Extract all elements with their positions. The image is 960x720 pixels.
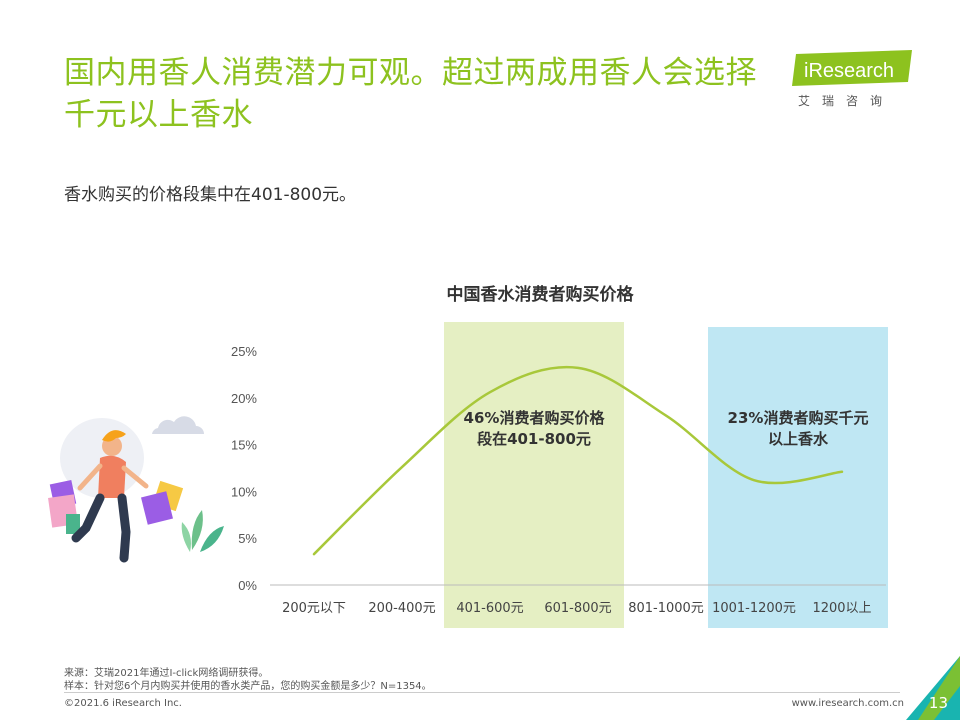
x-tick-label: 1001-1200元 — [712, 601, 796, 616]
x-tick-label: 200-400元 — [368, 601, 435, 616]
chart-series — [312, 365, 844, 556]
page-subtitle: 香水购买的价格段集中在401-800元。 — [64, 185, 357, 205]
logo-subtitle: 艾瑞咨询 — [798, 94, 895, 108]
footer-divider — [64, 692, 900, 693]
copyright-text: ©2021.6 iResearch Inc. — [64, 698, 182, 709]
band-annotation-line: 以上香水 — [767, 430, 828, 448]
chart-axes: 0% 5% 10% 15% 20% 25% 200元以下 200-400元 401-600元 60… — [231, 344, 886, 616]
band-annotation-line: 23%消费者购买千元 — [727, 409, 869, 427]
x-tick-label: 401-600元 — [456, 601, 523, 616]
x-tick-label: 1200以上 — [812, 601, 871, 616]
highlight-band — [444, 322, 624, 628]
chart-title: 中国香水消费者购买价格 — [446, 285, 634, 305]
logo-badge-icon: iResearch — [792, 50, 912, 86]
x-tick-label: 200元以下 — [282, 601, 346, 616]
highlight-band — [708, 327, 888, 628]
website-text: www.iresearch.com.cn — [791, 698, 904, 709]
band-annotation-line: 段在401-800元 — [477, 430, 591, 448]
band-annotation: 46%消费者购买价格 段在401-800元 — [444, 408, 624, 450]
source-note: 来源：艾瑞2021年通过I-click网络调研获得。 — [64, 668, 269, 679]
page-title: 国内用香人消费潜力可观。超过两成用香人会选择千元以上香水 — [64, 55, 757, 133]
band-annotation: 23%消费者购买千元 以上香水 — [708, 408, 888, 450]
corner-decoration — [906, 656, 960, 720]
y-tick-label: 0% — [238, 578, 257, 593]
x-tick-label: 601-800元 — [544, 601, 611, 616]
y-tick-label: 5% — [238, 531, 257, 546]
band-annotation-line: 46%消费者购买价格 — [463, 409, 605, 427]
iresearch-logo: iResearch 艾瑞咨询 — [790, 48, 914, 118]
sample-note: 样本：针对您6个月内购买并使用的香水类产品，您的购买金额是多少？N=1354。 — [64, 681, 432, 692]
x-tick-label: 801-1000元 — [628, 601, 704, 616]
shopper-illustration — [48, 416, 224, 563]
logo-wordmark: iResearch — [804, 60, 894, 82]
y-tick-label: 20% — [231, 391, 257, 406]
page-number: 13 — [928, 694, 948, 712]
y-tick-label: 25% — [231, 344, 257, 359]
y-tick-label: 10% — [231, 484, 257, 499]
y-tick-label: 15% — [231, 438, 257, 453]
